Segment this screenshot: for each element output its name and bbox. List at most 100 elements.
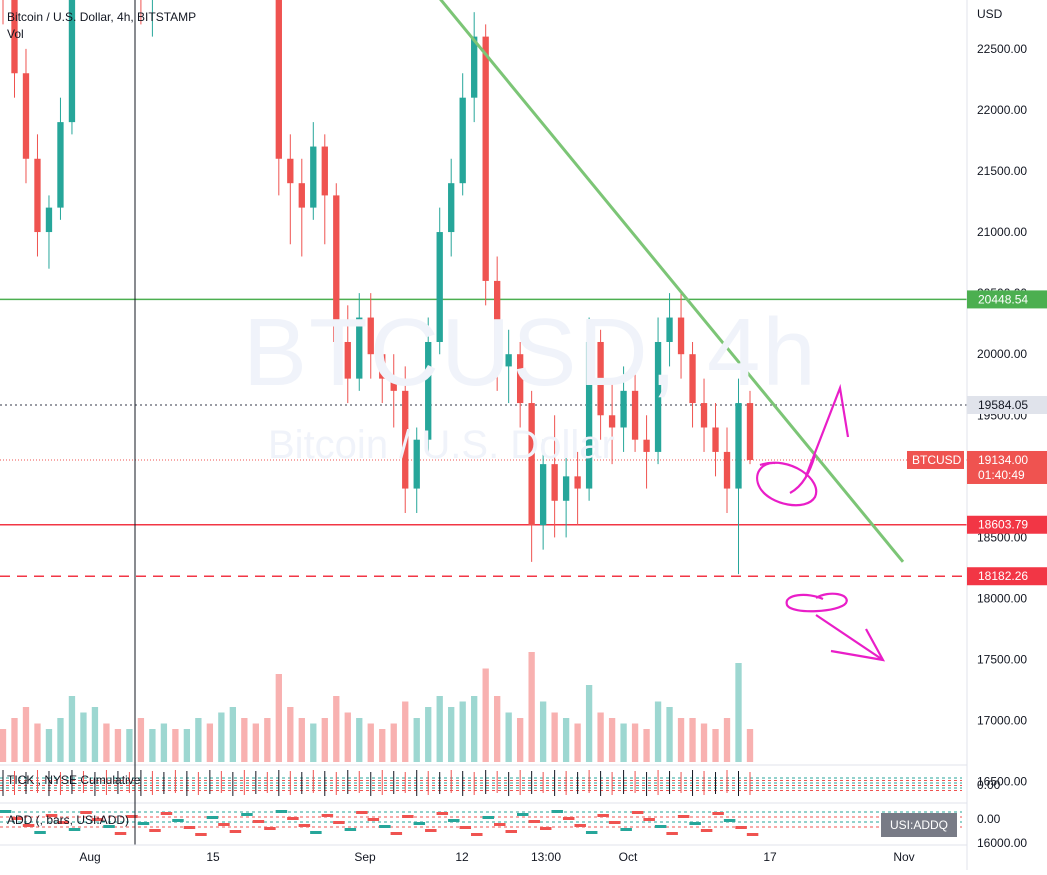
candle [344, 305, 351, 404]
add-step [229, 830, 242, 833]
volume-bar [390, 723, 397, 762]
volume-bar [252, 723, 259, 762]
add-indicator-label[interactable]: ADD (, bars, USI:ADD) [7, 813, 130, 827]
candle [746, 390, 754, 465]
volume-bar [746, 729, 754, 762]
candle-body [700, 403, 708, 428]
arrow-annotation-down[interactable] [815, 614, 886, 662]
candle-body [471, 36, 478, 98]
trendline[interactable] [210, 0, 905, 563]
volume-bar [333, 696, 340, 762]
support-price-label[interactable]: 18603.79 [978, 518, 1028, 532]
candle [712, 403, 719, 477]
candle [723, 427, 731, 513]
candle [494, 256, 501, 391]
candle-body [562, 476, 570, 501]
add-step [448, 819, 460, 822]
volume-bar [459, 701, 466, 762]
volume-bar [160, 723, 168, 762]
volume-bar [631, 723, 639, 762]
candle [275, 0, 282, 196]
add-step [700, 829, 713, 832]
resistance-price-label-bg[interactable] [967, 290, 1047, 309]
candle [45, 195, 53, 269]
candle-body [402, 390, 409, 489]
add-step [631, 811, 644, 814]
add-step [735, 826, 747, 829]
add-step [505, 830, 517, 833]
candle [57, 97, 64, 220]
candle-body [390, 378, 397, 391]
circle-annotation-up[interactable] [756, 454, 818, 507]
volume-bar [195, 718, 202, 762]
resistance-price-label[interactable]: 20448.54 [978, 292, 1028, 306]
candle [735, 378, 742, 575]
candle-body [45, 207, 53, 233]
volume-bar [367, 723, 374, 762]
time-tick-label: Oct [619, 850, 638, 864]
add-step [321, 814, 334, 817]
volume-bar [114, 729, 122, 762]
volume-bar [57, 718, 64, 762]
dotted-price-label-bg[interactable] [967, 396, 1047, 415]
volume-bar [574, 723, 581, 762]
add-step [471, 833, 483, 836]
add-step [68, 828, 81, 831]
chart-title[interactable]: Bitcoin / U.S. Dollar, 4h, BITSTAMP [7, 10, 197, 24]
candle-body [666, 317, 673, 342]
candle-body [585, 341, 593, 489]
time-tick-label: 17 [763, 850, 777, 864]
candle [367, 293, 374, 379]
add-step [482, 816, 495, 819]
add-symbol-chip[interactable]: USI:ADDQ [881, 813, 957, 837]
last-price-label[interactable]: 19134.00 [978, 453, 1028, 467]
last-price-label-bg[interactable] [967, 450, 1047, 484]
add-step [436, 812, 449, 815]
tick-indicator-label[interactable]: TICK , NYSE Cumulative [7, 773, 141, 787]
volume-bars [0, 652, 754, 762]
volume-bar [310, 723, 317, 762]
candle-body [448, 183, 455, 233]
arrow-annotation-up[interactable] [804, 383, 850, 477]
volume-bar [11, 718, 18, 762]
price-tick-label: 18000.00 [977, 592, 1027, 606]
candle [379, 329, 386, 404]
volume-bar [68, 696, 76, 762]
candle [689, 341, 696, 428]
candle-body [608, 415, 616, 428]
add-step [34, 831, 46, 834]
add-step [126, 815, 138, 818]
candle-body [689, 354, 696, 404]
volume-bar [677, 718, 685, 762]
volume-bar [218, 712, 225, 762]
add-step [585, 831, 598, 834]
symbol-price-tag-bg[interactable] [907, 450, 964, 469]
lower-support-price-label[interactable]: 18182.26 [978, 569, 1028, 583]
price-tick-label: 17500.00 [977, 653, 1027, 667]
candle [551, 415, 558, 538]
symbol-price-tag[interactable]: BTCUSD [912, 453, 962, 467]
support-price-label-bg[interactable] [967, 515, 1047, 534]
add-step [516, 813, 529, 816]
volume-bar [643, 729, 650, 762]
dotted-price-label[interactable]: 19584.05 [978, 398, 1028, 412]
volume-bar [425, 707, 432, 762]
lower-support-price-label-bg[interactable] [967, 567, 1047, 586]
add-step [114, 832, 127, 835]
candle-body [321, 146, 328, 196]
add-step [183, 826, 196, 829]
volume-bar [22, 707, 30, 762]
volume-bar [620, 723, 627, 762]
volume-bar [137, 718, 145, 762]
add-step [310, 831, 322, 834]
candle-body [379, 354, 386, 379]
volume-legend-label[interactable]: Vol [7, 27, 24, 41]
add-step [539, 827, 552, 830]
candle-body [735, 403, 742, 489]
price-tick-label: 18500.00 [977, 530, 1027, 544]
volume-bar [241, 718, 248, 762]
volume-bar [45, 729, 53, 762]
circle-annotation-down[interactable] [785, 592, 848, 613]
